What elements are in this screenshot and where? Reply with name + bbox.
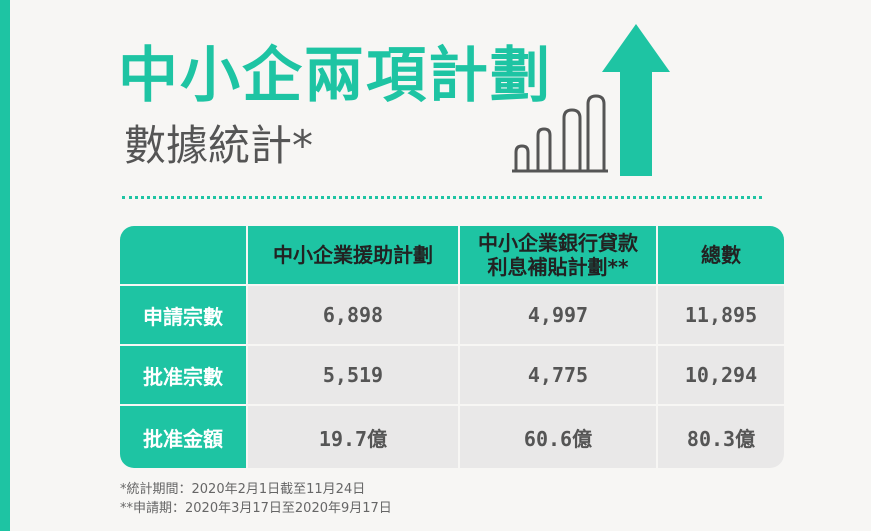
table-cell: 10,294 bbox=[658, 346, 784, 404]
table-cell: 6,898 bbox=[248, 286, 458, 344]
table-cell: 5,519 bbox=[248, 346, 458, 404]
stats-table: 中小企業援助計劃 中小企業銀行貸款 利息補貼計劃** 總數 申請宗數 6,898… bbox=[120, 226, 784, 468]
footnote: *統計期間：2020年2月1日截至11月24日 bbox=[120, 482, 366, 497]
row-header: 申請宗數 bbox=[120, 286, 246, 344]
table-cell: 60.6億 bbox=[460, 406, 656, 468]
accent-bar bbox=[0, 0, 10, 531]
page-title: 中小企兩項計劃 bbox=[118, 41, 552, 111]
table-corner bbox=[120, 226, 246, 284]
growth-arrow-icon bbox=[512, 24, 670, 176]
column-header: 總數 bbox=[658, 226, 784, 284]
table-cell: 4,775 bbox=[460, 346, 656, 404]
footnote: **申請期：2020年3月17日至2020年9月17日 bbox=[120, 501, 392, 516]
column-header: 中小企業援助計劃 bbox=[248, 226, 458, 284]
table-cell: 19.7億 bbox=[248, 406, 458, 468]
dotted-divider bbox=[122, 196, 762, 199]
row-header: 批准宗數 bbox=[120, 346, 246, 404]
table-cell: 4,997 bbox=[460, 286, 656, 344]
column-header-line: 利息補貼計劃** bbox=[487, 255, 629, 279]
page-subtitle: 數據統計* bbox=[124, 121, 314, 170]
row-header: 批准金額 bbox=[120, 406, 246, 468]
footnotes: *統計期間：2020年2月1日截至11月24日 **申請期：2020年3月17日… bbox=[120, 480, 392, 518]
table-cell: 11,895 bbox=[658, 286, 784, 344]
table-cell: 80.3億 bbox=[658, 406, 784, 468]
column-header-line: 中小企業銀行貸款 bbox=[478, 231, 638, 255]
column-header: 中小企業銀行貸款 利息補貼計劃** bbox=[460, 226, 656, 284]
